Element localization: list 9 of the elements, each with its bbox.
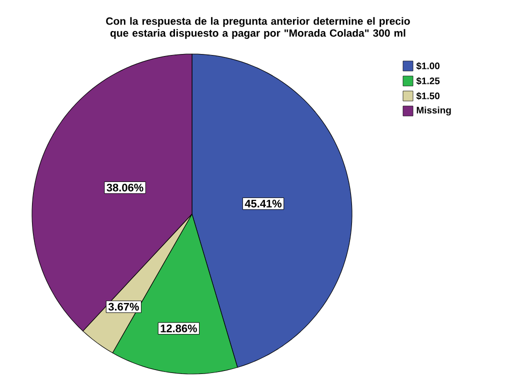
data-label: 45.41% bbox=[244, 200, 282, 208]
legend-label: $1.00 bbox=[416, 62, 440, 70]
legend-label: $1.50 bbox=[416, 92, 440, 100]
data-label: 38.06% bbox=[106, 184, 144, 192]
chart-title: Con la respuesta de la pregunta anterior determine el precio que estaria dispuesto a pagar por "Morada Colada" 300 ml bbox=[106, 17, 410, 39]
legend-label: $1.25 bbox=[416, 77, 440, 85]
data-label: 3.67% bbox=[108, 302, 139, 311]
data-label: 12.86% bbox=[160, 324, 197, 332]
legend-label: Missing bbox=[416, 106, 451, 116]
